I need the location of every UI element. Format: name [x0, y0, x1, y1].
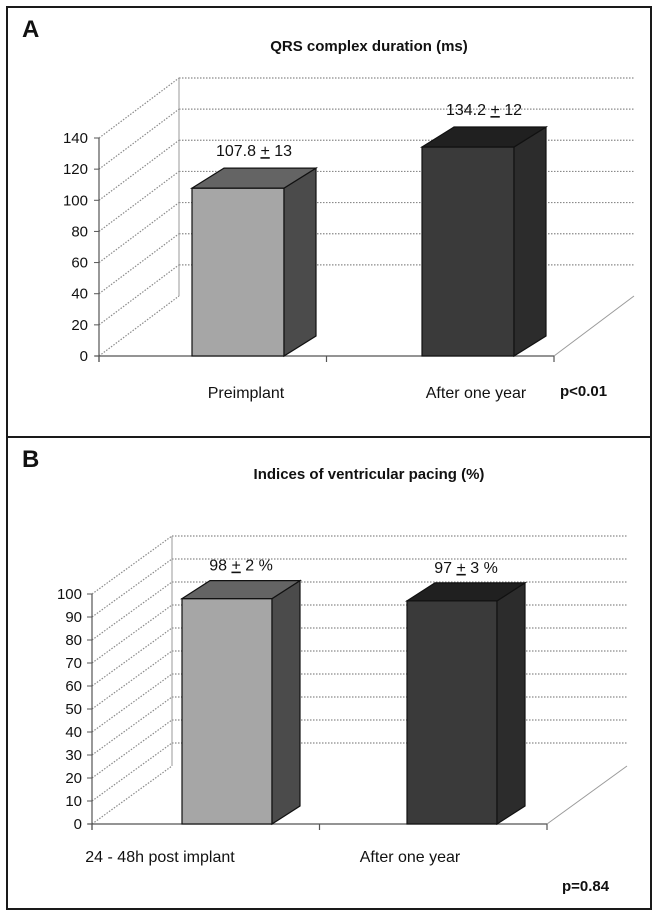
side-gridline	[98, 233, 180, 295]
y-tick-label: 50	[65, 701, 82, 718]
category-label: After one year	[360, 849, 461, 866]
chart-title: QRS complex duration (ms)	[270, 38, 468, 55]
side-gridline	[98, 77, 180, 139]
category-label: After one year	[426, 385, 527, 402]
bar-side	[496, 581, 526, 826]
side-gridline	[91, 719, 173, 779]
floor-edge	[546, 765, 628, 825]
bar-front	[421, 146, 515, 357]
side-gridline	[98, 202, 180, 264]
side-gridline	[91, 627, 173, 687]
bar	[419, 125, 549, 358]
y-tick-label: 40	[65, 724, 82, 741]
y-tick-label: 20	[71, 317, 88, 334]
data-label: 97 + 3 %	[434, 560, 498, 577]
data-label: 107.8 + 13	[216, 143, 292, 160]
bar-front	[191, 187, 285, 357]
side-gridline	[91, 696, 173, 756]
bar-front	[406, 600, 498, 825]
bar	[179, 579, 303, 826]
y-tick-label: 10	[65, 793, 82, 810]
chart-title: Indices of ventricular pacing (%)	[253, 466, 485, 483]
y-tick-label: 100	[57, 586, 82, 603]
panel-a: A QRS complex duration (ms) p<0.01	[6, 6, 652, 438]
chart-a: 0 20 40 60 80 100 120 140 107.8 + 13 Preimplant 13…	[63, 77, 635, 402]
side-gridline	[91, 581, 173, 641]
y-tick-label: 70	[65, 655, 82, 672]
bar-top	[189, 167, 319, 189]
bar-side	[271, 579, 301, 826]
side-gridline	[91, 604, 173, 664]
y-tick-label: 0	[74, 816, 82, 833]
side-gridline	[91, 535, 173, 595]
y-tick-label: 90	[65, 609, 82, 626]
side-gridline	[91, 650, 173, 710]
y-tick-label: 60	[71, 255, 88, 272]
side-gridline	[91, 742, 173, 802]
p-value: p<0.01	[560, 383, 608, 400]
bar-top	[404, 582, 528, 602]
y-tick-label: 100	[63, 192, 88, 209]
bar-top	[419, 126, 549, 148]
side-gridline	[98, 139, 180, 201]
panel-letter: B	[22, 446, 40, 473]
p-value: p=0.84	[562, 878, 610, 895]
data-label: 134.2 + 12	[446, 102, 522, 119]
bar-side	[283, 167, 317, 358]
side-gridline	[98, 170, 180, 232]
y-tick-label: 140	[63, 130, 88, 147]
side-gridline	[91, 765, 173, 825]
bar	[404, 581, 528, 826]
bar-front	[181, 597, 273, 825]
y-tick-label: 40	[71, 286, 88, 303]
y-tick-label: 0	[80, 348, 88, 365]
panel-b: B Indices of ventricular pacing (%) p=0.…	[6, 438, 652, 910]
y-tick-label: 20	[65, 770, 82, 787]
category-label: Preimplant	[208, 385, 285, 402]
bar	[189, 167, 319, 358]
panel-letter: A	[22, 16, 40, 43]
side-gridline	[98, 295, 180, 357]
bar-side	[513, 125, 547, 358]
y-tick-label: 120	[63, 161, 88, 178]
bar-top	[179, 579, 303, 600]
y-tick-label: 80	[65, 632, 82, 649]
data-label: 98 + 2 %	[209, 558, 273, 575]
floor-edge	[553, 295, 635, 357]
side-gridline	[91, 673, 173, 733]
y-tick-label: 30	[65, 747, 82, 764]
y-tick-label: 80	[71, 223, 88, 240]
y-tick-label: 60	[65, 678, 82, 695]
side-gridline	[98, 108, 180, 170]
side-gridline	[91, 558, 173, 618]
chart-b: 0 10 20 30 40 50 60 70 80 90 100 98 + 2 % 24 - 48h p…	[57, 535, 628, 866]
category-label: 24 - 48h post implant	[85, 849, 235, 866]
side-gridline	[98, 264, 180, 326]
